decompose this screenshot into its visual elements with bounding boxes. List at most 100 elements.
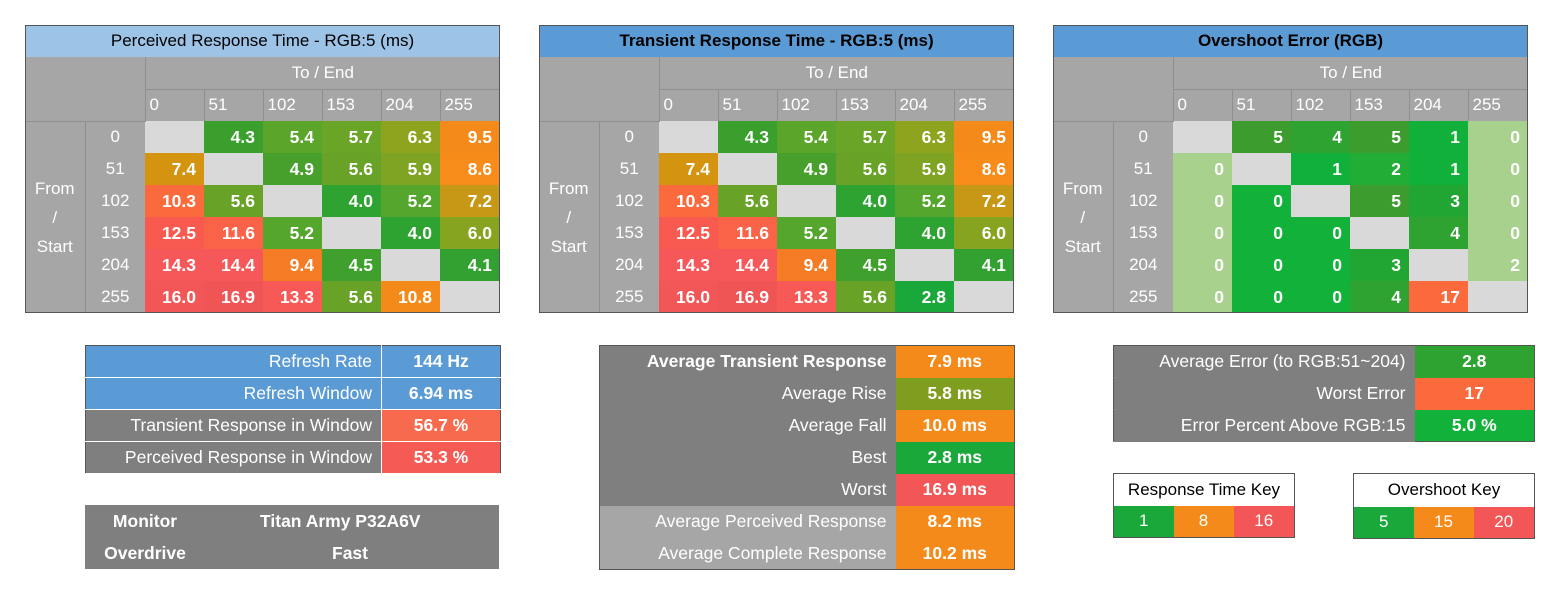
heatmap-cell: 1 [1291,153,1350,185]
response-key-title: Response Time Key [1113,473,1295,506]
y-tick-label: 204 [84,249,145,281]
heatmap-cell: 5.2 [895,185,954,217]
x-tick-label: 102 [776,89,836,121]
heatmap-cell: 5.2 [381,185,440,217]
x-tick-label: 204 [380,89,440,121]
x-tick-label: 51 [1231,89,1291,121]
overshoot-key-title: Overshoot Key [1353,473,1535,507]
heatmap-cell: 2 [1468,249,1529,281]
heatmap-cell: 4.9 [777,153,836,185]
heatmap-cell: 0 [1291,217,1350,249]
key-swatch: 20 [1473,506,1535,539]
heatmap-cell: 14.4 [718,249,777,281]
heatmap-cell: 5 [1350,185,1409,217]
heatmap-cell: 5.4 [263,121,322,153]
corner-cell [539,57,659,121]
y-axis-label-from: From [1062,178,1103,198]
heatmap-cell: 6.3 [895,121,954,153]
transient-stat-label: Best [599,441,896,474]
transient-stat-label: Average Transient Response [599,345,896,378]
heatmap-cell: 6.0 [954,217,1015,249]
y-tick-label: 51 [1112,153,1173,185]
heatmap-cell: 7.2 [954,185,1015,217]
heatmap-cell-empty [1409,249,1468,281]
x-tick-label: 0 [658,89,718,121]
heatmap-cell: 4.0 [836,185,895,217]
heatmap-cell: 14.3 [145,249,204,281]
x-tick-label: 153 [1349,89,1409,121]
heatmap-cell: 1 [1409,121,1468,153]
refresh-window-table: Refresh Rate 144 Hz Refresh Window 6.94 ms T… [85,345,501,474]
y-tick-label: 102 [84,185,145,217]
y-tick-label: 255 [598,281,659,313]
y-axis-label: From / Start [25,120,85,313]
y-tick-label: 102 [598,185,659,217]
y-axis-label: From / Start [539,120,599,313]
heatmap-cell: 4.1 [440,249,501,281]
x-tick-label: 204 [894,89,954,121]
transient-stat-value: 2.8 ms [895,441,1015,474]
heatmap-cell-empty [954,281,1015,313]
heatmap-cell-empty [895,249,954,281]
heatmap-cell: 0 [1232,185,1291,217]
y-axis-label-from: From [34,178,75,198]
heatmap-cell: 5.9 [381,153,440,185]
y-axis-label-start: Start [550,236,587,256]
error-stat-value: 2.8 [1414,345,1535,378]
corner-cell [1053,57,1173,121]
monitor-label: Monitor [112,510,178,531]
heatmap-cell: 12.5 [659,217,718,249]
heatmap-cell: 4 [1350,281,1409,313]
heatmap-cell: 0 [1468,153,1529,185]
heatmap-cell: 5.9 [895,153,954,185]
y-axis-label-start: Start [36,236,73,256]
heatmap-cell: 9.5 [954,121,1015,153]
x-tick-label: 0 [1172,89,1232,121]
heatmap-cell-empty [659,121,718,153]
heatmap-cell: 5 [1350,121,1409,153]
heatmap-cell: 0 [1173,249,1232,281]
heatmap-cell: 5.6 [836,281,895,313]
y-tick-label: 0 [1112,120,1173,153]
heatmap-cell: 10.3 [659,185,718,217]
response-time-key: Response Time Key 1 8 16 [1113,473,1295,538]
heatmap-cell: 2.8 [895,281,954,313]
heatmap-cell: 8.6 [954,153,1015,185]
heatmap-cell: 5.2 [263,217,322,249]
heatmap-cell: 0 [1232,281,1291,313]
heatmap-cell: 4.5 [836,249,895,281]
refresh-row-value: 6.94 ms [381,377,501,410]
y-tick-label: 51 [598,153,659,185]
chart-title: Transient Response Time - RGB:5 (ms) [539,25,1015,57]
y-axis-label-slash: / [1080,207,1086,227]
error-stats-table: Average Error (to RGB:51~204) 2.8 Worst Er… [1113,345,1535,442]
heatmap-cell: 9.4 [777,249,836,281]
heatmap-cell: 4.5 [322,249,381,281]
heatmap-cell: 1 [1409,153,1468,185]
heatmap-cell: 7.4 [659,153,718,185]
heatmap-cell: 0 [1173,153,1232,185]
x-tick-label: 102 [1290,89,1350,121]
y-axis-label-from: From [548,178,589,198]
heatmap-cell: 6.3 [381,121,440,153]
heatmap-cell: 13.3 [777,281,836,313]
heatmap-cell: 14.3 [659,249,718,281]
y-tick-label: 255 [1112,281,1173,313]
heatmap-cell: 16.0 [145,281,204,313]
heatmap-cell: 8.6 [440,153,501,185]
heatmap-cell: 0 [1468,121,1529,153]
heatmap-cell-empty [1232,153,1291,185]
transient-stat-value: 5.8 ms [895,377,1015,410]
heatmap-cell: 5.6 [322,281,381,313]
x-tick-label: 51 [717,89,777,121]
heatmap-cell: 3 [1409,185,1468,217]
heatmap-cell: 2 [1350,153,1409,185]
heatmap-cell: 10.8 [381,281,440,313]
heatmap-cell-empty [204,153,263,185]
y-tick-label: 153 [1112,217,1173,249]
x-tick-label: 255 [439,89,501,121]
x-axis-label: To / End [1172,57,1529,90]
heatmap-cell: 7.2 [440,185,501,217]
transient-stat-value: 10.2 ms [895,537,1015,570]
heatmap-cell: 7.4 [145,153,204,185]
